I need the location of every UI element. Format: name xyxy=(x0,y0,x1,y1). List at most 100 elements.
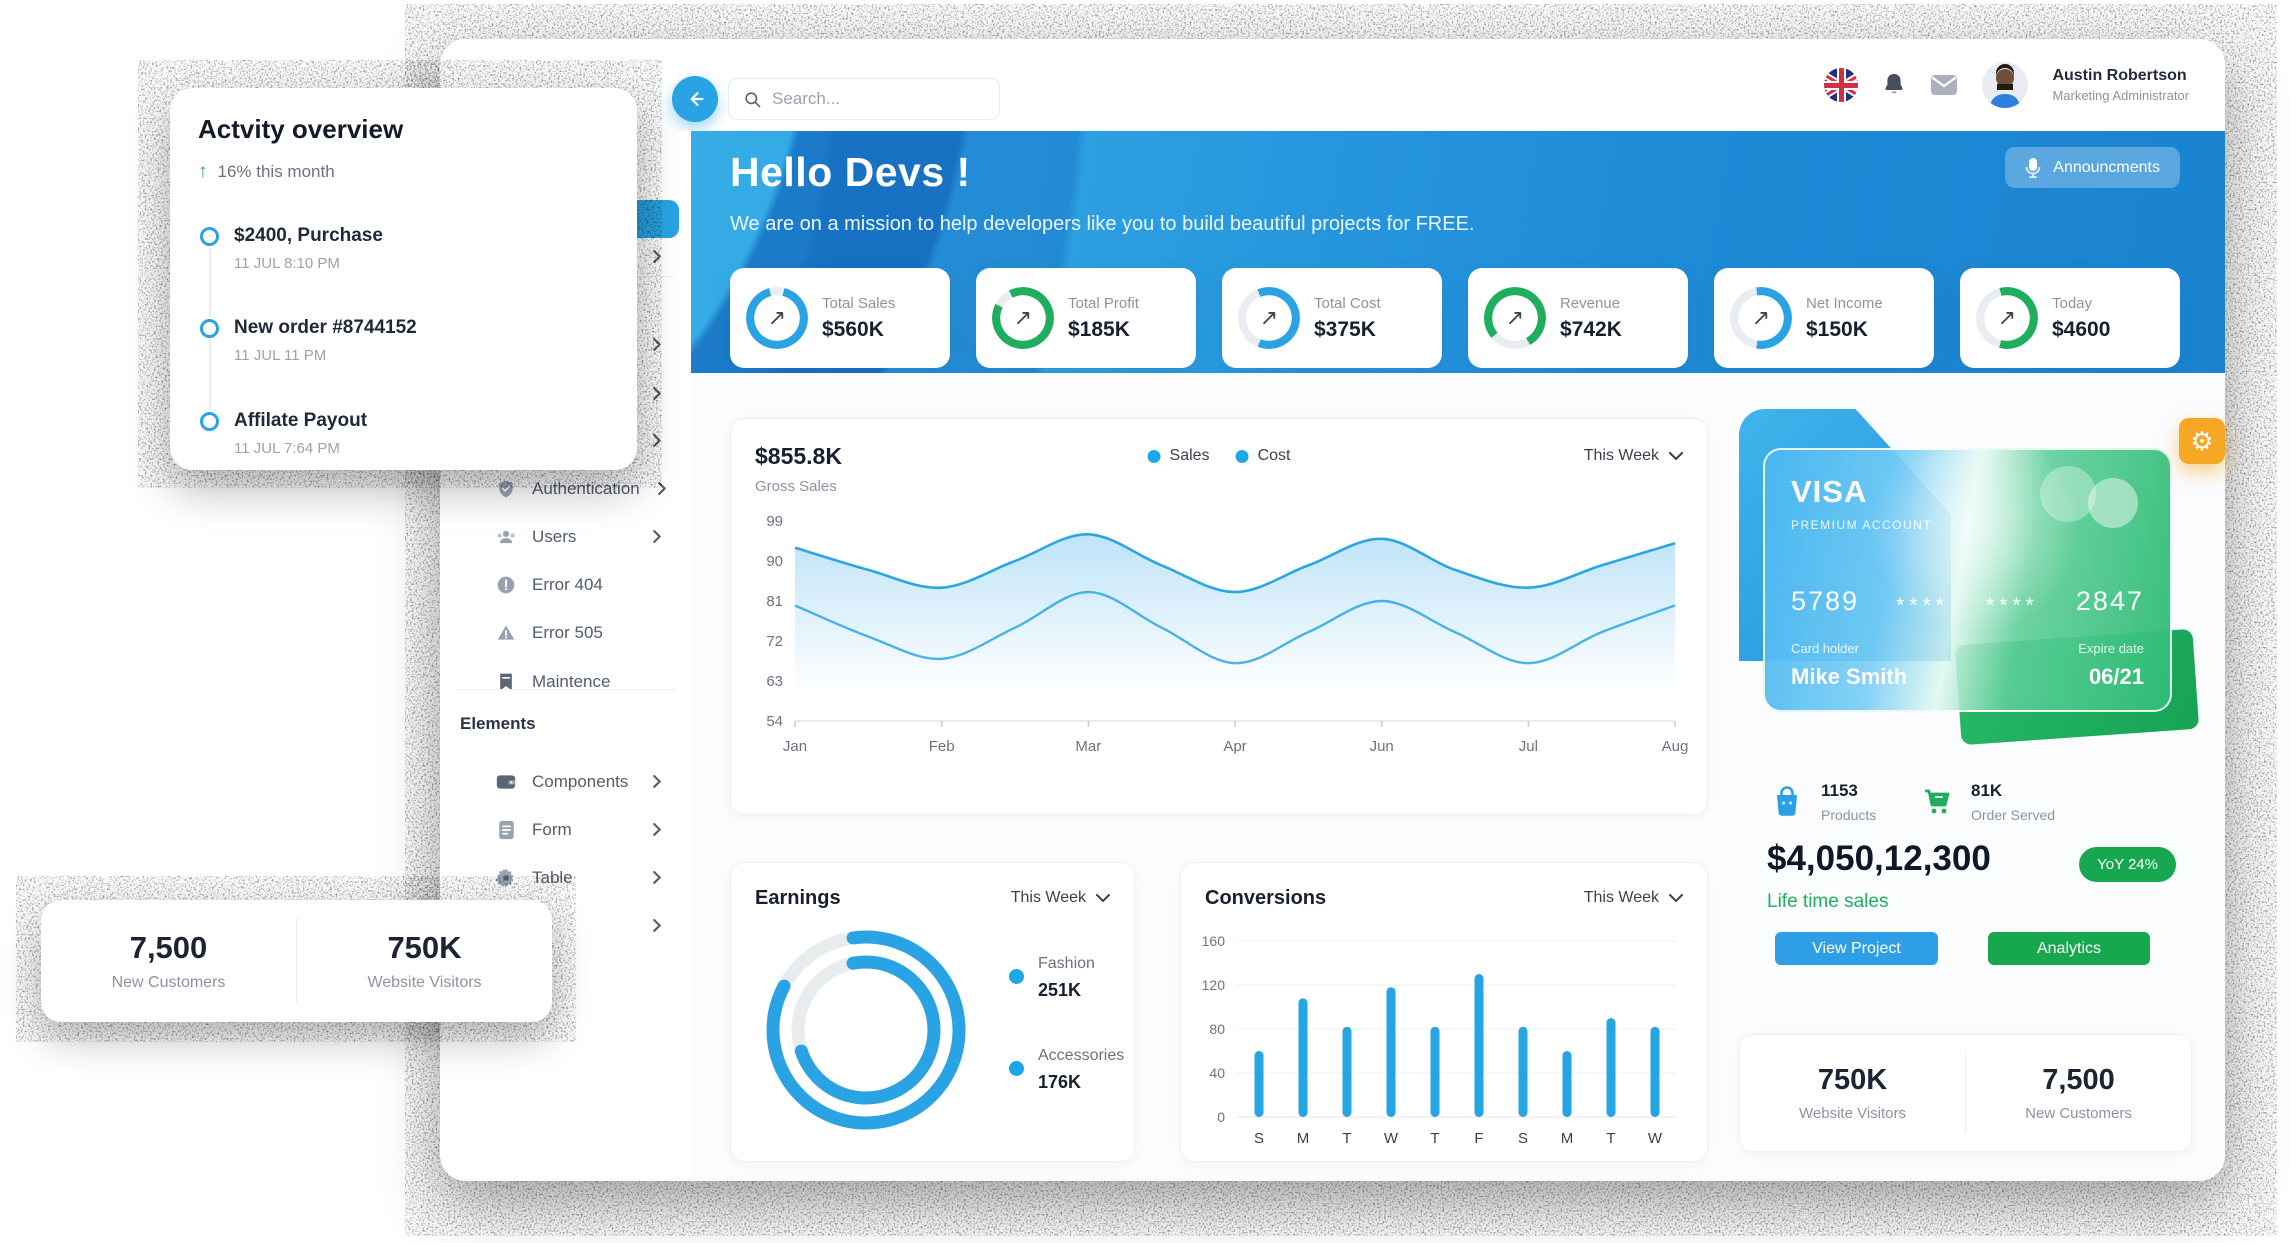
user-avatar[interactable] xyxy=(1982,62,2029,108)
alert-triangle-icon xyxy=(496,623,516,643)
progress-ring: ↗ xyxy=(992,287,1054,349)
new-customers-stat: 7,500 New Customers xyxy=(2025,1064,2132,1122)
sidebar-item-maintence[interactable]: Maintence xyxy=(460,658,679,706)
sidebar-item-error-404[interactable]: Error 404 xyxy=(460,561,679,609)
stat-card-revenue[interactable]: ↗ Revenue $742K xyxy=(1468,268,1688,368)
mail-icon[interactable] xyxy=(1930,74,1958,96)
svg-text:Mar: Mar xyxy=(1075,738,1101,755)
notifications-bell-icon[interactable] xyxy=(1882,72,1906,98)
progress-ring: ↗ xyxy=(1976,287,2038,349)
lifetime-sales-label: Life time sales xyxy=(1767,891,1889,912)
search-input[interactable]: Search... xyxy=(728,78,1000,120)
sidebar-item-hidden[interactable] xyxy=(460,370,679,418)
sidebar-item-error-505[interactable]: Error 505 xyxy=(460,609,679,657)
svg-text:Aug: Aug xyxy=(1662,738,1689,755)
shopping-cart-icon xyxy=(1925,789,1950,814)
conversions-title: Conversions xyxy=(1205,887,1327,909)
stat-card-total-cost[interactable]: ↗ Total Cost $375K xyxy=(1222,268,1442,368)
svg-text:W: W xyxy=(1648,1130,1663,1147)
sidebar-item-label: Authentication xyxy=(532,479,640,498)
svg-text:M: M xyxy=(1297,1130,1310,1147)
chevron-right-icon xyxy=(651,530,665,544)
legend-dot-icon xyxy=(1009,1061,1024,1076)
avatar-image xyxy=(1990,64,2021,108)
sidebar-item-table[interactable]: Table xyxy=(460,854,679,902)
svg-text:F: F xyxy=(1474,1130,1483,1147)
products-stat: 1153 Products xyxy=(1767,781,1876,823)
progress-ring: ↗ xyxy=(746,287,808,349)
stat-value: $375K xyxy=(1314,317,1376,341)
svg-text:160: 160 xyxy=(1202,933,1226,949)
sidebar-item-authentication[interactable]: Authentication xyxy=(460,465,679,513)
svg-text:Jul: Jul xyxy=(1519,738,1538,755)
legend-sales: Sales xyxy=(1147,447,1210,465)
stat-value: $560K xyxy=(822,317,884,341)
gross-sales-card: $855.8K Gross Sales Sales Cost This Week… xyxy=(730,418,1708,815)
sidebar-item-hidden[interactable] xyxy=(460,417,679,465)
svg-text:S: S xyxy=(1254,1130,1264,1147)
shopping-bag-icon xyxy=(1777,786,1797,816)
arrow-up-icon: ↑ xyxy=(198,161,208,182)
analytics-button[interactable]: Analytics xyxy=(1988,932,2150,965)
sidebar-collapse-button[interactable] xyxy=(672,76,718,122)
sidebar-item-hidden[interactable] xyxy=(460,321,679,369)
website-visitors-stat: 750K Website Visitors xyxy=(1799,1064,1906,1122)
gear-icon xyxy=(496,868,516,888)
timeline-dot-icon xyxy=(200,412,219,431)
svg-text:99: 99 xyxy=(766,513,783,530)
activity-title: Actvity overview xyxy=(198,114,404,144)
visa-card-number: 5789 **** **** 2847 xyxy=(1791,585,2144,618)
sidebar-item-hidden[interactable] xyxy=(460,233,679,281)
svg-text:T: T xyxy=(1342,1130,1351,1147)
chevron-right-icon xyxy=(651,434,665,448)
svg-text:63: 63 xyxy=(766,673,783,690)
sidebar-item-label: Error 505 xyxy=(532,623,603,642)
conversions-range-dropdown[interactable]: This Week xyxy=(1584,889,1683,907)
stat-card-today[interactable]: ↗ Today $4600 xyxy=(1960,268,2180,368)
sidebar-item-form[interactable]: Form xyxy=(460,806,679,854)
orders-value: 81K xyxy=(1971,781,2003,800)
hero-title: Hello Devs ! xyxy=(730,149,971,195)
sidebar-item-users[interactable]: Users xyxy=(460,513,679,561)
chevron-right-icon xyxy=(651,919,665,933)
stat-label: Revenue xyxy=(1560,294,1621,312)
sidebar-item-label: Form xyxy=(532,820,572,839)
svg-text:T: T xyxy=(1606,1130,1615,1147)
card-holder-label: Card holder xyxy=(1791,641,1859,656)
alert-circle-icon xyxy=(496,575,516,595)
sidebar-item-components[interactable]: Components xyxy=(460,758,679,806)
chevron-right-icon xyxy=(651,387,665,401)
legend-name: Fashion xyxy=(1038,955,1095,972)
products-value: 1153 xyxy=(1821,781,1858,800)
activity-item-time: 11 JUL 11 PM xyxy=(234,347,327,364)
visa-card[interactable]: VISA PREMIUM ACCOUNT 5789 **** **** 2847… xyxy=(1763,448,2172,712)
user-info[interactable]: Austin Robertson Marketing Administrator xyxy=(2052,67,2189,103)
stat-card-total-profit[interactable]: ↗ Total Profit $185K xyxy=(976,268,1196,368)
progress-ring: ↗ xyxy=(1484,287,1546,349)
conversions-card: Conversions This Week 0 40 80 120 160 S M T W T F S… xyxy=(1180,862,1708,1162)
gross-range-dropdown[interactable]: This Week xyxy=(1584,447,1683,465)
settings-gear-button[interactable]: ⚙ xyxy=(2179,418,2225,464)
sidebar-item-label: Table xyxy=(532,868,573,887)
activity-item-title: New order #8744152 xyxy=(234,317,417,338)
activity-item-time: 11 JUL 8:10 PM xyxy=(234,255,340,272)
visitors-customers-card: 750K Website Visitors 7,500 New Customer… xyxy=(1739,1034,2192,1152)
orders-stat: 81K Order Served xyxy=(1917,781,2055,823)
gross-sales-chart: 99 90 81 72 63 54 Jan Feb Mar Apr Jun Jul Aug xyxy=(745,509,1690,787)
stat-card-total-sales[interactable]: ↗ Total Sales $560K xyxy=(730,268,950,368)
legend-cost: Cost xyxy=(1235,447,1290,465)
svg-text:Jun: Jun xyxy=(1370,738,1394,755)
trend-arrow-icon: ↗ xyxy=(1997,305,2017,330)
stat-value: $4600 xyxy=(2052,317,2111,341)
svg-text:90: 90 xyxy=(766,553,783,570)
progress-ring: ↗ xyxy=(1730,287,1792,349)
announcements-button[interactable]: Announcments xyxy=(2005,147,2180,188)
view-project-button[interactable]: View Project xyxy=(1775,932,1938,965)
sidebar-item-hidden[interactable] xyxy=(460,902,679,950)
trend-arrow-icon: ↗ xyxy=(1505,305,1525,330)
file-icon xyxy=(496,820,516,840)
earnings-range-dropdown[interactable]: This Week xyxy=(1011,889,1110,907)
right-column: VISA PREMIUM ACCOUNT 5789 **** **** 2847… xyxy=(1739,409,2225,1154)
language-flag-icon[interactable] xyxy=(1824,68,1859,102)
stat-card-net-income[interactable]: ↗ Net Income $150K xyxy=(1714,268,1934,368)
